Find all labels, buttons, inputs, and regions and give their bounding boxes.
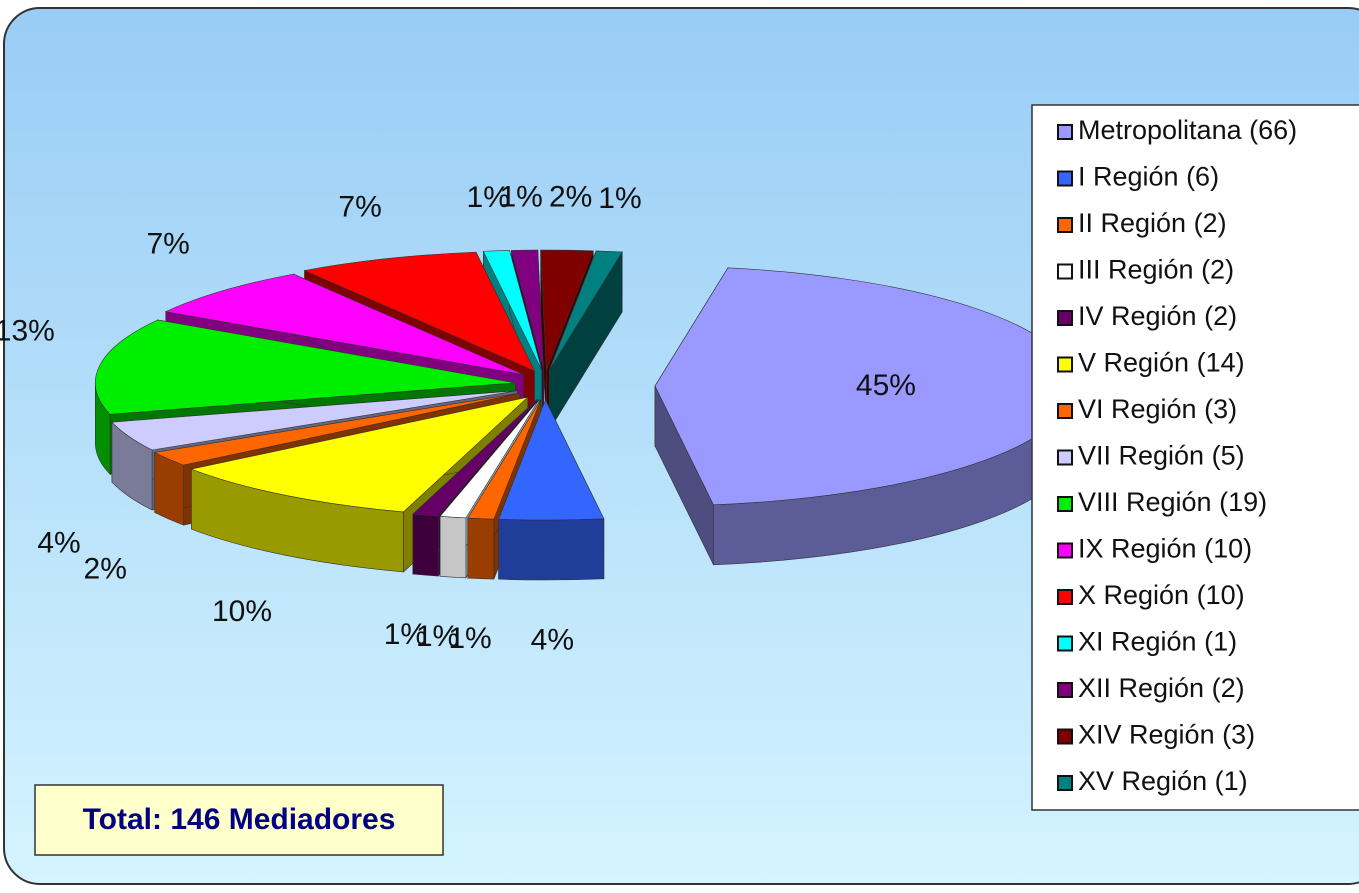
legend-swatch bbox=[1057, 263, 1073, 280]
legend-swatch bbox=[1057, 728, 1073, 745]
data-label: 7% bbox=[338, 190, 381, 223]
slice bbox=[548, 250, 623, 371]
annotation-box bbox=[34, 784, 444, 856]
legend-swatch bbox=[1057, 589, 1073, 605]
slice bbox=[412, 399, 538, 517]
legend-label: III Región (2) bbox=[1078, 255, 1234, 285]
legend-label: XIV Región (3) bbox=[1078, 720, 1255, 750]
slice-wall bbox=[498, 518, 605, 581]
legend-swatch bbox=[1057, 542, 1073, 559]
legend-swatch bbox=[1057, 403, 1073, 419]
legend-swatch bbox=[1057, 682, 1073, 698]
data-label: 10% bbox=[212, 595, 272, 628]
legend-swatch bbox=[1057, 635, 1073, 652]
data-label: 4% bbox=[37, 527, 80, 560]
data-label: 2% bbox=[549, 181, 592, 214]
legend-label: V Región (14) bbox=[1078, 348, 1245, 378]
slice bbox=[540, 249, 594, 371]
legend-swatch bbox=[1057, 170, 1073, 187]
legend-label: VIII Región (19) bbox=[1078, 487, 1267, 517]
legend-swatch bbox=[1057, 310, 1073, 326]
data-label: 1% bbox=[416, 620, 459, 653]
pie: 45%4%1%1%1%10%2%4%13%7%7% 1%1% 2% 1% bbox=[0, 180, 1076, 657]
annotation: Total: 146 Mediadores bbox=[83, 803, 396, 836]
slice bbox=[511, 249, 544, 371]
data-label: 4% bbox=[531, 624, 574, 657]
slice bbox=[153, 392, 520, 466]
legend-label: IV Región (2) bbox=[1078, 301, 1237, 331]
legend-swatch bbox=[1057, 124, 1073, 140]
data-label: 1% bbox=[384, 618, 427, 651]
slice-wall bbox=[439, 515, 467, 579]
data-label: 1% bbox=[598, 182, 641, 215]
legend-label: XV Región (1) bbox=[1078, 766, 1248, 796]
data-label: 7% bbox=[147, 228, 190, 261]
legend-label: XI Región (1) bbox=[1078, 627, 1237, 657]
legend-swatch bbox=[1057, 356, 1073, 373]
slice bbox=[439, 399, 540, 519]
slice-wall bbox=[412, 513, 439, 577]
legend-label: I Región (6) bbox=[1078, 162, 1219, 192]
slice bbox=[190, 396, 529, 513]
legend-label: VII Región (5) bbox=[1078, 441, 1245, 471]
slice bbox=[111, 390, 518, 451]
data-label: 1% bbox=[499, 180, 542, 213]
slice bbox=[498, 399, 605, 521]
legend-swatch bbox=[1057, 496, 1073, 512]
legend-swatch bbox=[1057, 217, 1073, 233]
slice bbox=[303, 251, 536, 372]
legend-swatch bbox=[1057, 449, 1073, 466]
legend-label: Metropolitana (66) bbox=[1078, 115, 1297, 145]
legend: Metropolitana (66) I Región (6) II Región … bbox=[1057, 115, 1297, 796]
legend-box bbox=[1031, 104, 1359, 811]
legend-label: VI Región (3) bbox=[1078, 394, 1237, 424]
slice bbox=[95, 319, 516, 415]
data-label: 1% bbox=[448, 622, 491, 655]
legend-label: XII Región (2) bbox=[1078, 673, 1245, 703]
legend-label: II Región (2) bbox=[1078, 208, 1227, 238]
slice bbox=[482, 250, 543, 371]
legend-label: X Región (10) bbox=[1078, 580, 1245, 610]
data-label: 1% bbox=[467, 181, 510, 214]
slice-wall bbox=[467, 517, 495, 580]
legend-swatch bbox=[1057, 775, 1073, 791]
legend-label: IX Región (10) bbox=[1078, 534, 1252, 564]
slice bbox=[164, 273, 524, 375]
data-label: 45% bbox=[856, 369, 916, 402]
data-label: 2% bbox=[84, 553, 127, 586]
data-label: 13% bbox=[0, 315, 55, 348]
slice bbox=[467, 399, 542, 520]
